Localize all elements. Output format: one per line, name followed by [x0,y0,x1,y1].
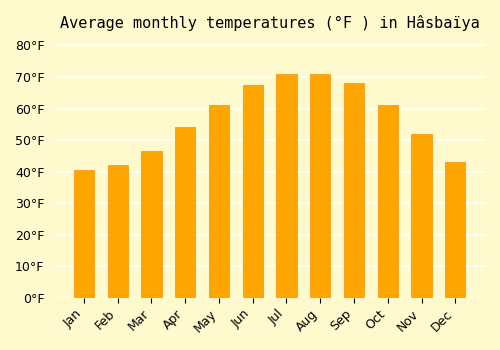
Bar [445,162,466,298]
Bar [108,165,128,298]
Bar [344,83,364,298]
Bar [276,74,296,298]
Bar [175,127,196,298]
Bar [209,105,229,298]
Bar [242,85,263,298]
Bar [310,74,330,298]
Bar [412,134,432,298]
Bar [74,170,94,298]
Title: Average monthly temperatures (°F ) in Hâsbaïya: Average monthly temperatures (°F ) in Hâ… [60,15,480,31]
Bar [142,151,162,298]
Bar [378,105,398,298]
